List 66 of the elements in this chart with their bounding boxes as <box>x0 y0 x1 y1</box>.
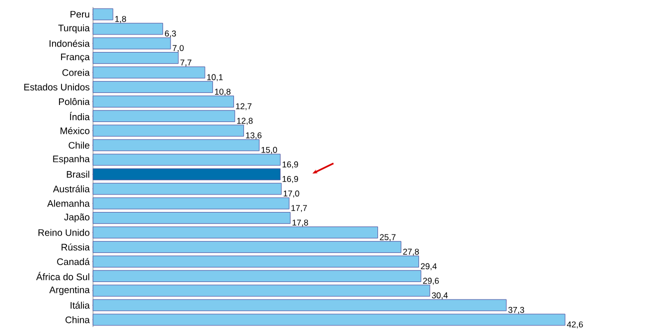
bar <box>92 270 422 282</box>
y-tick-label: Reino Unido <box>38 228 90 236</box>
bar <box>92 256 420 268</box>
y-tick-label: Brasil <box>66 170 90 178</box>
bar <box>92 81 213 93</box>
y-tick-label: Peru <box>70 10 90 18</box>
bar <box>92 110 236 122</box>
y-tick-label: Índia <box>70 112 90 120</box>
bar <box>92 284 430 297</box>
data-label: 10,8 <box>215 88 230 96</box>
bar <box>92 212 290 224</box>
data-label: 17,8 <box>292 220 308 227</box>
bar <box>92 22 164 35</box>
data-label: 29,6 <box>423 278 439 285</box>
data-label: 15,0 <box>262 146 278 154</box>
data-label: 30,4 <box>432 292 448 300</box>
y-tick-label: Chile <box>68 142 90 149</box>
y-tick-label: Coreia <box>62 68 90 76</box>
data-label: 6,3 <box>164 30 176 38</box>
data-label: 29,4 <box>420 263 437 270</box>
bar <box>92 8 114 20</box>
data-label: 12,8 <box>237 118 253 125</box>
data-label: 42,6 <box>566 321 583 328</box>
data-label: 12,7 <box>236 103 252 110</box>
y-tick-label: Austrália <box>52 185 90 192</box>
data-label: 17,0 <box>284 190 300 198</box>
y-tick-label: África do Sul <box>36 272 90 280</box>
data-label: 7,7 <box>180 60 192 67</box>
y-tick-label: Indonésia <box>50 40 90 47</box>
y-tick-label: México <box>60 127 90 134</box>
y-tick-label: Espanha <box>53 155 90 164</box>
data-label: 37,3 <box>508 306 524 314</box>
bar <box>92 139 260 152</box>
y-tick-label: Canadá <box>57 258 90 266</box>
data-label: 1,8 <box>115 16 126 23</box>
data-label: 7,0 <box>172 45 184 52</box>
bar <box>92 182 282 195</box>
data-label: 16,9 <box>282 176 298 183</box>
y-tick-label: Rússia <box>62 243 90 251</box>
data-label: 27,8 <box>403 248 419 256</box>
bar <box>92 52 179 64</box>
bar <box>92 197 290 210</box>
bar <box>92 226 378 238</box>
bar <box>92 299 507 312</box>
y-tick-label: Argentina <box>49 286 90 296</box>
data-label: 10,1 <box>207 74 223 82</box>
y-tick-label: Estados Unidos <box>24 84 90 90</box>
y-tick-label: Itália <box>70 302 90 309</box>
bar <box>92 96 234 108</box>
data-label: 13,6 <box>246 132 262 140</box>
data-label: 25,7 <box>380 234 396 242</box>
bar <box>92 154 281 166</box>
y-tick-label: China <box>66 316 90 324</box>
bar <box>92 314 566 326</box>
y-tick-label: Alemanha <box>47 200 90 207</box>
bar <box>92 66 206 78</box>
y-tick-label: França <box>61 54 90 62</box>
data-label: 17,7 <box>291 205 307 212</box>
y-tick-label: Polônia <box>59 98 90 106</box>
data-label: 16,9 <box>282 161 298 168</box>
y-tick-label: Turquia <box>58 24 90 34</box>
bar <box>92 168 281 180</box>
y-tick-label: Japão <box>64 214 90 222</box>
bar <box>92 124 244 137</box>
bar <box>92 37 171 50</box>
bar <box>92 241 402 253</box>
